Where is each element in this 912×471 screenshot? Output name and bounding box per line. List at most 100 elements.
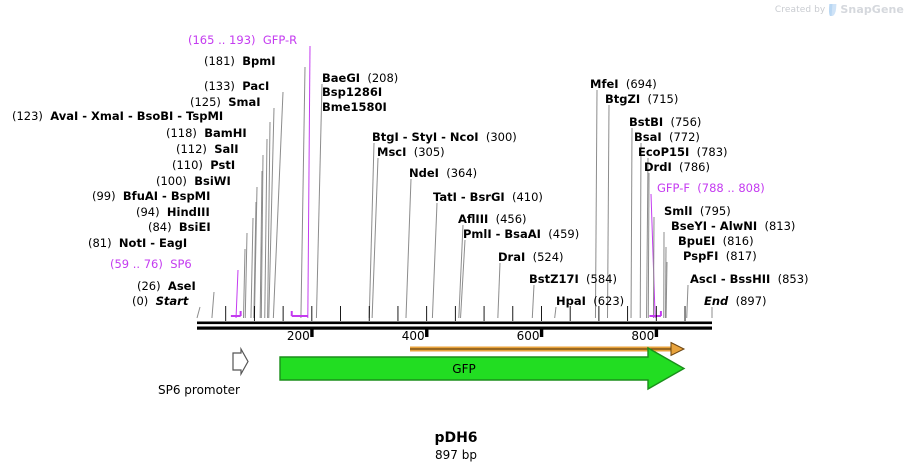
label-name-bfuai-bspmi: BfuAI - BspMI [122,189,211,203]
enzyme-label-bpuei[interactable]: BpuEI (816) [678,235,754,247]
label-name-bseyi-alwni: BseYI - AlwNI [671,219,758,233]
label-name-hindiii: HindIII [166,205,210,219]
enzyme-label-tati-bsrgi[interactable]: TatI - BsrGI (410) [433,191,543,203]
enzyme-label-bseyi-alwni[interactable]: BseYI - AlwNI (813) [671,220,795,232]
enzyme-label-msci[interactable]: MscI (305) [377,146,445,158]
label-position-ecop15i: (783) [696,145,728,159]
enzyme-label-bsiei[interactable]: (84) BsiEI [148,221,211,233]
enzyme-label-ndei[interactable]: NdeI (364) [409,167,477,179]
label-name-bamhi: BamHI [204,126,247,140]
label-name-bstz17i: BstZ17I [529,272,579,286]
enzyme-label-afliii[interactable]: AflIII (456) [458,213,527,225]
enzyme-label-pmli-bsaai[interactable]: PmlI - BsaAI (459) [463,228,579,240]
enzyme-label-psti[interactable]: (110) PstI [172,159,235,171]
label-position-bstbi: (756) [670,115,702,129]
label-position-hindiii: (94) [136,205,160,219]
enzyme-label-paci[interactable]: (133) PacI [204,80,269,92]
enzyme-label-ecop15i[interactable]: EcoP15I (783) [638,146,728,158]
enzyme-label-end[interactable]: End (897) [704,295,767,307]
label-name-hpai: HpaI [556,294,586,308]
ruler-minor-ticks [225,306,686,321]
label-position-bseyi-alwni: (813) [764,219,796,233]
label-name-baegi: BaeGI [322,71,361,85]
enzyme-label-hindiii[interactable]: (94) HindIII [136,206,210,218]
enzyme-label-drdi[interactable]: DrdI (786) [644,161,710,173]
enzyme-label-bsp1286i[interactable]: Bsp1286I [322,86,382,98]
orf-direction-arrow [410,341,686,357]
ruler-tick-label-600: 600 [516,329,540,343]
label-name-btgi-group: BtgI - StyI - NcoI [372,130,479,144]
label-position-bamhi: (118) [166,126,197,140]
label-name-smai: SmaI [228,95,261,109]
enzyme-label-bamhi[interactable]: (118) BamHI [166,127,247,139]
enzyme-label-start[interactable]: (0) Start [132,295,188,307]
label-name-ndei: NdeI [409,166,439,180]
label-name-afliii: AflIII [458,212,489,226]
label-name-asei: AseI [167,279,196,293]
enzyme-label-pspfi[interactable]: PspFI (817) [683,250,757,262]
label-position-sali: (112) [176,142,207,156]
label-position-smai: (125) [190,95,221,109]
enzyme-label-sali[interactable]: (112) SalI [176,143,239,155]
label-position-gfp-f: (788 .. 808) [697,181,765,195]
label-position-bsai: (772) [668,130,700,144]
label-position-psti: (110) [172,158,203,172]
enzyme-label-hpai[interactable]: HpaI (623) [556,295,624,307]
label-name-bpmi: BpmI [242,54,276,68]
enzyme-label-asei[interactable]: (26) AseI [137,280,196,292]
enzyme-label-bme1580i[interactable]: Bme1580I [322,101,387,113]
enzyme-label-drai[interactable]: DraI (524) [498,251,564,263]
label-position-start: (0) [132,294,149,308]
label-name-tati-bsrgi: TatI - BsrGI [433,190,505,204]
enzyme-label-bstbi[interactable]: BstBI (756) [629,116,701,128]
feature-promoter-sp6[interactable] [232,346,249,377]
enzyme-label-mfei[interactable]: MfeI (694) [590,78,657,90]
enzyme-label-baegi[interactable]: BaeGI (208) [322,72,398,84]
label-name-end: End [704,294,729,308]
label-position-baegi: (208) [367,71,399,85]
label-position-sp6: (59 .. 76) [110,257,163,271]
label-position-bstz17i: (584) [586,272,617,286]
enzyme-label-noti-eagi[interactable]: (81) NotI - EagI [88,237,187,249]
page-title: pDH6 [434,430,478,446]
ruler-major-ticks [310,306,659,337]
label-name-bstbi: BstBI [629,115,664,129]
label-position-end: (897) [735,294,767,308]
enzyme-label-bfuai-bspmi[interactable]: (99) BfuAI - BspMI [92,190,210,202]
enzyme-label-asci-bsshii[interactable]: AscI - BssHII (853) [690,273,809,285]
label-position-tati-bsrgi: (410) [512,190,543,204]
enzyme-label-bsai[interactable]: BsaI (772) [634,131,700,143]
enzyme-label-gfp-r[interactable]: (165 .. 193) GFP-R [188,34,297,46]
label-position-drai: (524) [532,250,564,264]
enzyme-label-smai[interactable]: (125) SmaI [190,96,261,108]
enzyme-label-bsiwi[interactable]: (100) BsiWI [156,175,231,187]
enzyme-label-smii[interactable]: SmlI (795) [664,205,731,217]
label-position-avai-group: (123) [12,109,43,123]
label-name-noti-eagi: NotI - EagI [118,236,188,250]
label-position-asci-bsshii: (853) [777,272,809,286]
enzyme-label-avai-group[interactable]: (123) AvaI - XmaI - BsoBI - TspMI [12,110,223,122]
label-name-gfp-f: GFP-F [657,181,690,195]
label-name-drai: DraI [498,250,526,264]
label-name-gfp-r: GFP-R [262,33,298,47]
ruler-tick-label-800: 800 [631,329,655,343]
enzyme-label-sp6[interactable]: (59 .. 76) SP6 [110,258,192,270]
label-name-btgzi: BtgZI [605,92,641,106]
enzyme-label-btgzi[interactable]: BtgZI (715) [605,93,678,105]
label-position-bfuai-bspmi: (99) [92,189,116,203]
label-name-ecop15i: EcoP15I [638,145,690,159]
label-name-drdi: DrdI [644,160,672,174]
snapgene-watermark: Created by SnapGene [775,3,904,16]
enzyme-label-gfp-f[interactable]: GFP-F (788 .. 808) [657,182,765,194]
label-name-pspfi: PspFI [683,249,719,263]
label-position-drdi: (786) [679,160,710,174]
enzyme-label-btgi-group[interactable]: BtgI - StyI - NcoI (300) [372,131,517,143]
feature-label-gfp: GFP [452,362,476,376]
label-position-ndei: (364) [446,166,478,180]
label-position-afliii: (456) [495,212,527,226]
enzyme-label-bpmi[interactable]: (181) BpmI [204,55,276,67]
label-name-bme1580i: Bme1580I [322,100,387,114]
label-name-mfei: MfeI [590,77,619,91]
enzyme-label-bstz17i[interactable]: BstZ17I (584) [529,273,617,285]
